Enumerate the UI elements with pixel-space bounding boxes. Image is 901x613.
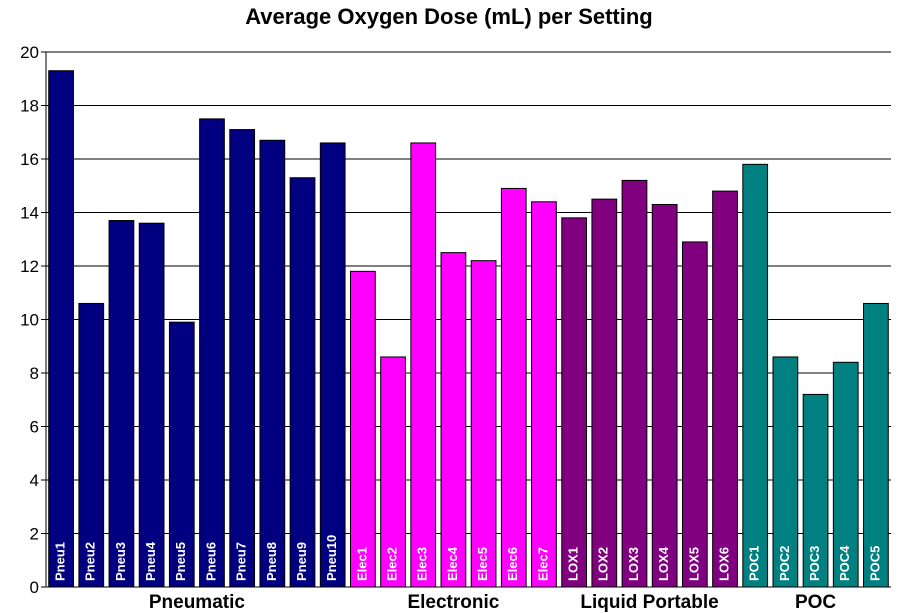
bar-label: Pneu2 — [83, 542, 98, 581]
bar-label: POC3 — [807, 546, 822, 581]
bar-pneu4 — [138, 222, 165, 588]
bar-label: LOX1 — [566, 547, 581, 581]
bar-elec5 — [470, 260, 497, 588]
bar-label: Elec6 — [505, 547, 520, 581]
bar-label: Pneu6 — [203, 542, 218, 581]
group-label: Liquid Portable — [580, 592, 718, 613]
bar-label: Pneu9 — [294, 542, 309, 581]
bar-pneu7 — [229, 129, 256, 588]
bar-lox2 — [591, 198, 618, 588]
bar-label: LOX3 — [626, 547, 641, 581]
bar-label: Elec3 — [415, 547, 430, 581]
bar-label: Elec7 — [535, 547, 550, 581]
bar-label: LOX2 — [596, 547, 611, 581]
bar-elec7 — [531, 201, 557, 588]
bar-poc5 — [863, 302, 889, 588]
bar-label: POC4 — [837, 545, 852, 581]
y-tick-label: 8 — [30, 364, 39, 383]
chart-title: Average Oxygen Dose (mL) per Setting — [245, 4, 653, 29]
y-tick-label: 2 — [30, 525, 39, 544]
bar-pneu8 — [259, 139, 286, 588]
bar-poc4 — [832, 361, 859, 588]
bar-lox6 — [712, 190, 738, 588]
y-tick-label: 20 — [20, 43, 39, 62]
bar-label: POC5 — [867, 546, 882, 581]
bar-label: Elec1 — [354, 547, 369, 581]
bar-label: LOX4 — [656, 546, 671, 581]
bar-pneu10 — [319, 142, 346, 588]
bar-label: Pneu4 — [143, 541, 158, 581]
bar-label: Pneu5 — [173, 542, 188, 581]
bar-label: Elec4 — [445, 546, 460, 581]
bar-pneu6 — [199, 118, 225, 588]
bars: Pneu1 Pneu2 Pneu3 Pneu4 Pneu5 Pneu6 Pneu7 Pneu8… — [48, 70, 889, 588]
bar-pneu9 — [289, 177, 316, 588]
bar-elec6 — [500, 187, 527, 588]
bar-elec1 — [350, 270, 376, 588]
y-axis: 0 2 4 6 8 10 12 14 16 18 20 — [20, 43, 47, 597]
y-tick-label: 18 — [20, 97, 39, 116]
y-tick-label: 0 — [30, 578, 39, 597]
bar-label: Elec2 — [384, 547, 399, 581]
bar-pneu1 — [48, 70, 74, 588]
bar-elec3 — [410, 142, 437, 588]
y-tick-label: 12 — [20, 257, 39, 276]
bar-poc1 — [742, 163, 769, 588]
group-label: POC — [795, 592, 836, 613]
bar-label: Pneu8 — [264, 542, 279, 581]
y-tick-label: 10 — [20, 311, 39, 330]
bar-lox1 — [561, 217, 587, 588]
bar-label: POC2 — [777, 546, 792, 581]
y-tick-label: 6 — [30, 418, 39, 437]
bar-label: POC1 — [747, 546, 762, 581]
y-tick-label: 4 — [30, 471, 39, 490]
bar-poc3 — [802, 393, 829, 588]
bar-label: Pneu10 — [324, 535, 339, 581]
group-label: Pneumatic — [149, 592, 246, 613]
group-label: Electronic — [407, 592, 499, 613]
bar-label: Pneu1 — [53, 542, 68, 581]
bar-pneu3 — [108, 220, 135, 588]
bar-label: Pneu7 — [234, 542, 249, 581]
y-tick-label: 14 — [20, 204, 39, 223]
bar-lox5 — [681, 241, 708, 588]
bar-elec2 — [380, 356, 406, 588]
bar-lox3 — [621, 179, 648, 588]
group-labels: Pneumatic Electronic Liquid Portable POC — [149, 592, 837, 613]
bar-poc2 — [772, 356, 799, 588]
bar-label: Pneu3 — [113, 542, 128, 581]
bar-label: LOX5 — [686, 547, 701, 581]
bar-label: Elec5 — [475, 547, 490, 581]
bar-lox4 — [651, 203, 678, 588]
bar-elec4 — [440, 252, 467, 588]
bar-label: LOX6 — [716, 547, 731, 581]
y-tick-label: 16 — [20, 150, 39, 169]
